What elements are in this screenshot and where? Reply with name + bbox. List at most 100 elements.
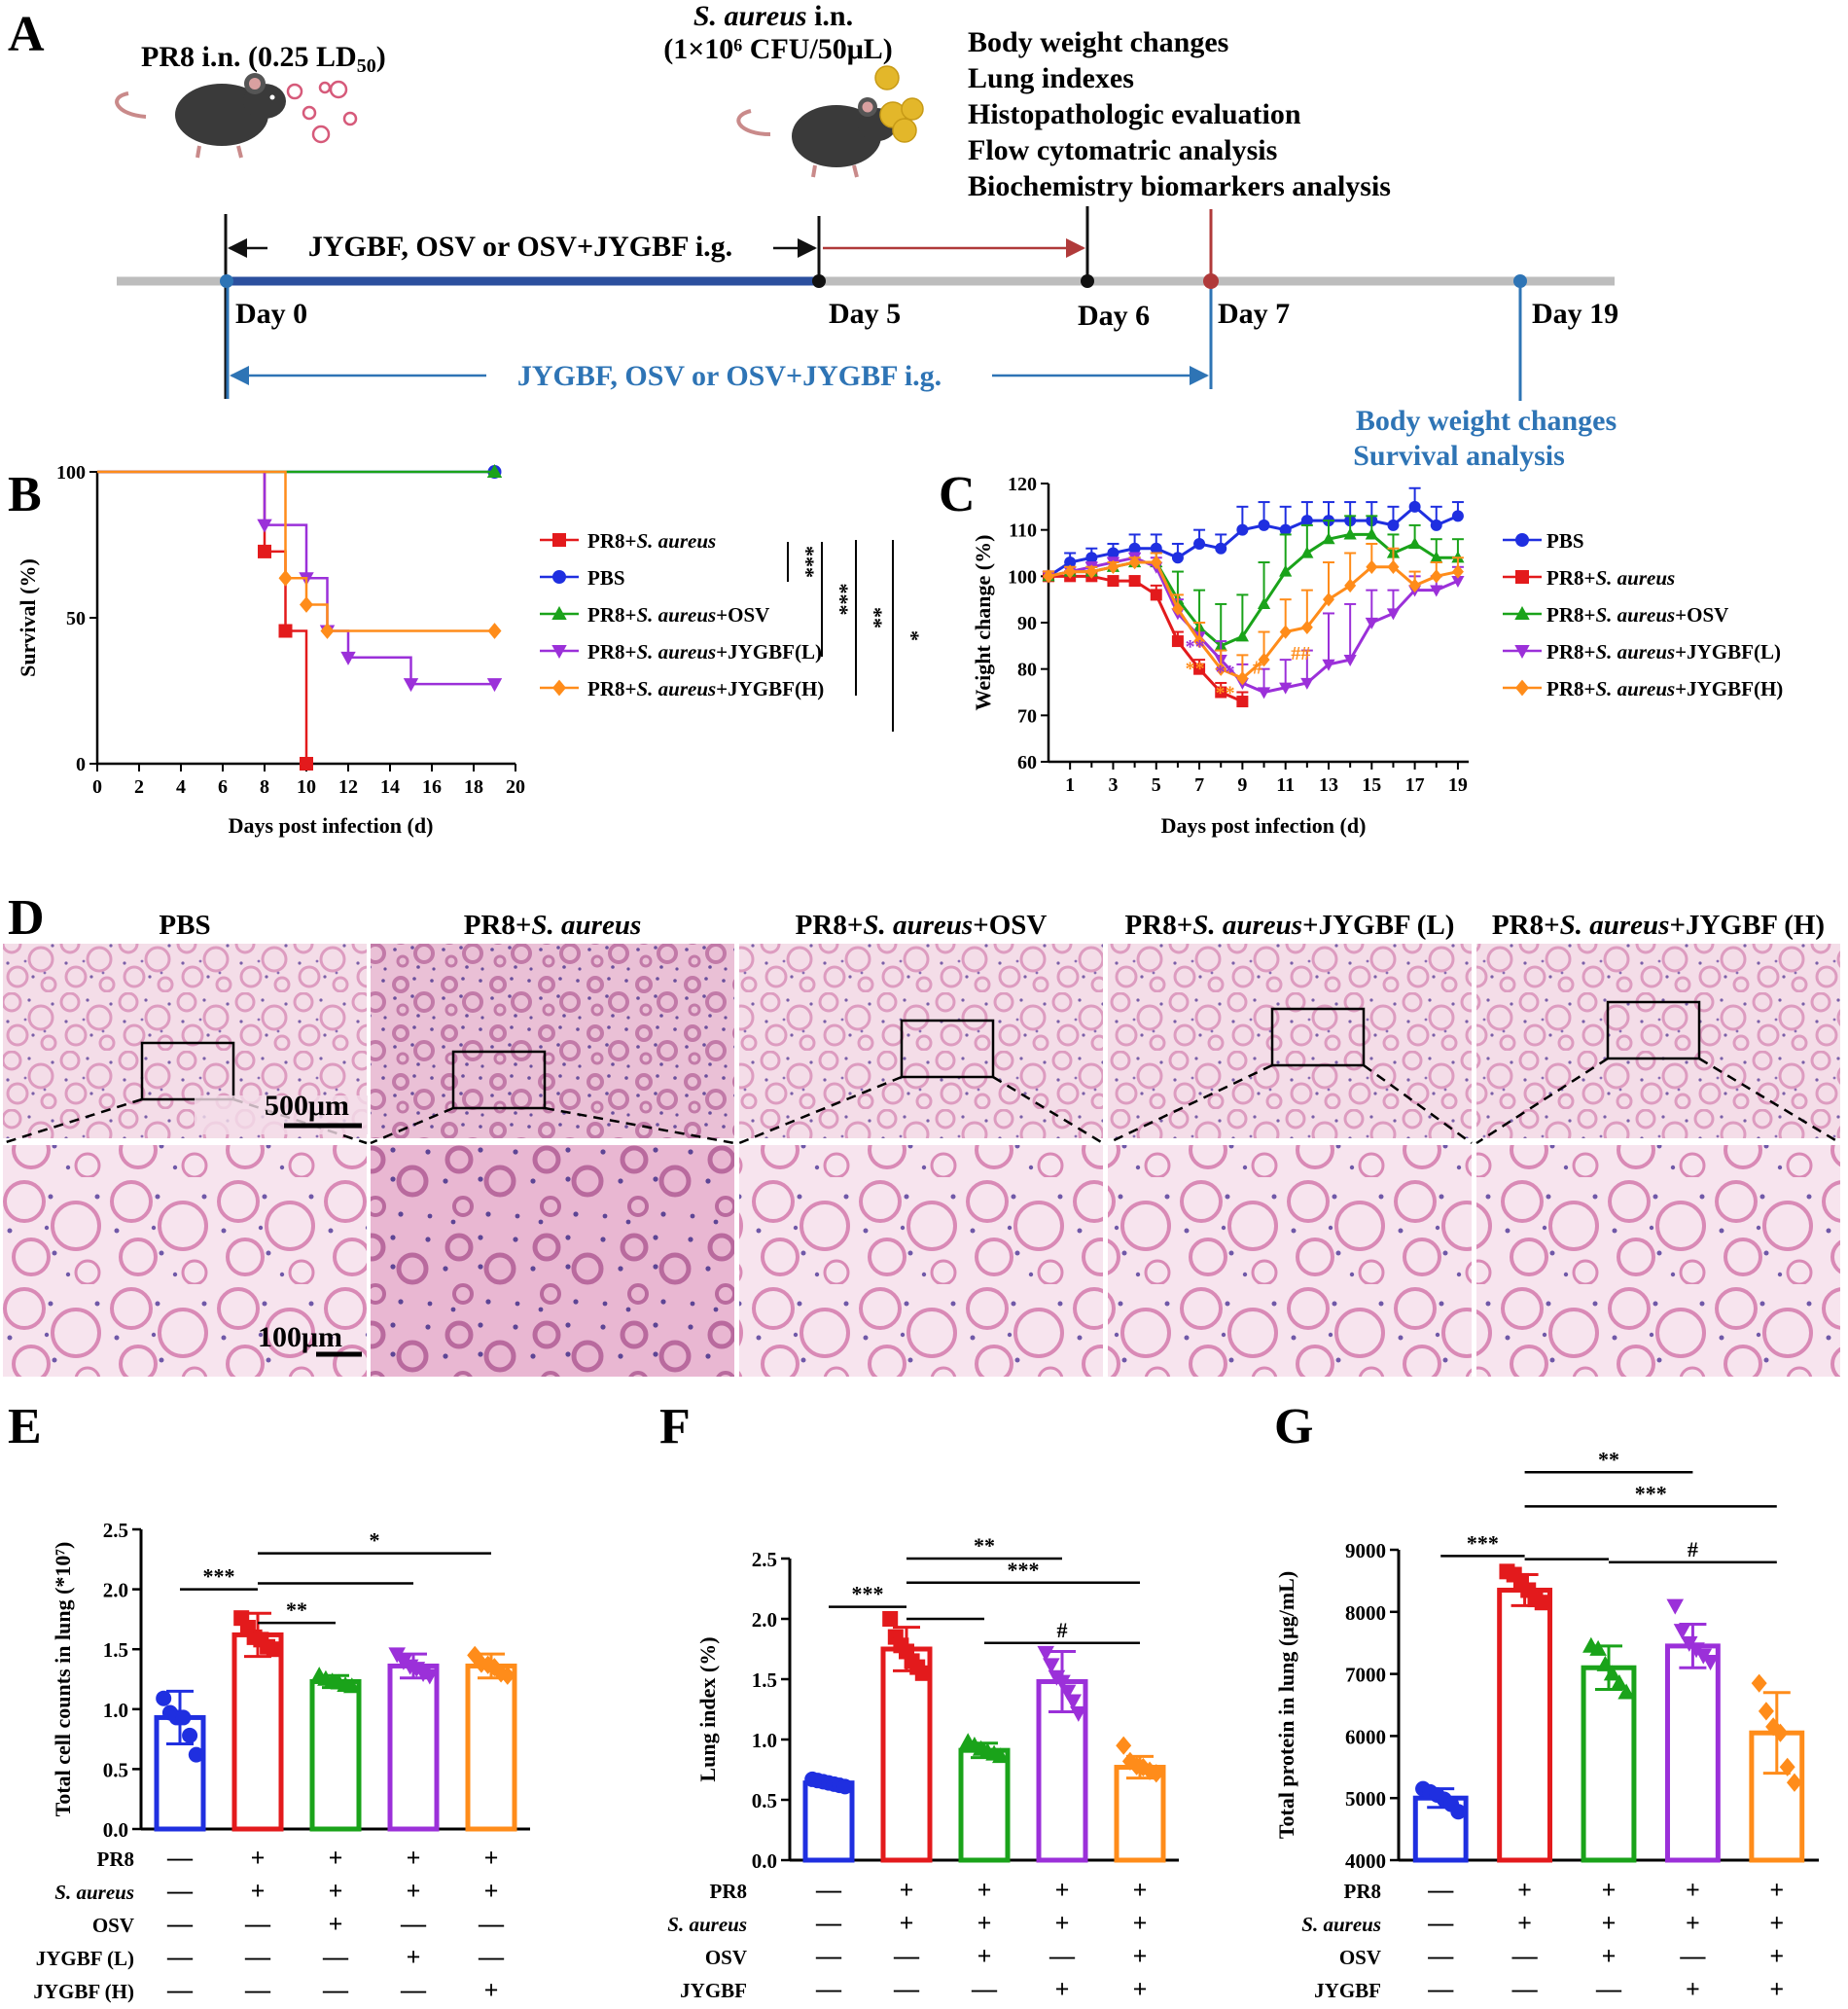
histology-low-mag <box>1476 944 1840 1138</box>
treatment-cell: — <box>244 1910 271 1938</box>
panel-letter-f: F <box>659 1399 691 1454</box>
x-tick-label: 5 <box>1152 774 1161 796</box>
weight-point <box>1344 578 1357 593</box>
data-point <box>1053 1674 1071 1691</box>
significance-label: # <box>1057 1618 1068 1642</box>
weight-point <box>1215 542 1227 555</box>
y-tick-label: 1.5 <box>752 1668 777 1692</box>
endpoint-item: Flow cytomatric analysis <box>968 134 1277 166</box>
weight-point <box>1085 552 1098 564</box>
weight-point <box>1430 519 1442 531</box>
significance-label: ** <box>1598 1447 1619 1471</box>
x-tick-label: 14 <box>380 776 400 798</box>
weight-point <box>1323 592 1334 607</box>
weight-point <box>1171 552 1184 564</box>
weight-point <box>1408 537 1422 550</box>
zoom-guide-line <box>1107 1063 1273 1145</box>
data-point <box>1037 1645 1054 1662</box>
zoom-guide-line <box>2 1097 143 1145</box>
data-point <box>182 1727 198 1743</box>
legend-text-italic: S. aureus <box>1595 603 1675 627</box>
weight-point <box>1150 542 1162 555</box>
y-axis-title: Lung index (%) <box>695 1636 720 1781</box>
treatment-cell: + <box>1686 1975 1700 2003</box>
treatment-cell: — <box>1048 1942 1076 1970</box>
x-tick-label: 0 <box>92 776 102 798</box>
histology-low-mag <box>1108 944 1472 1138</box>
weight-point <box>1215 662 1227 676</box>
y-tick-label: 80 <box>1017 660 1037 681</box>
saureus-title: S. aureus i.n. <box>693 0 853 32</box>
column-title-italic: S. aureus <box>531 910 641 941</box>
y-axis-title: Total protein in lung (μg/mL) <box>1274 1571 1298 1839</box>
data-point <box>1070 1705 1087 1722</box>
panel-letter-e: E <box>8 1399 42 1454</box>
data-point <box>1779 1757 1795 1776</box>
y-tick-label: 0 <box>76 754 86 775</box>
treatment-row-label: JYGBF (L) <box>36 1947 134 1970</box>
column-title: PR8+S. aureus+JYGBF (H) <box>1492 910 1825 941</box>
weight-point <box>1300 620 1313 634</box>
treatment-cell: — <box>1427 1876 1454 1904</box>
treatment-cell: + <box>1769 1876 1784 1904</box>
treatment-cell: + <box>251 1844 266 1872</box>
y-tick-label: 6000 <box>1345 1725 1386 1748</box>
weight-point <box>1257 687 1271 700</box>
significance-label: ** <box>1186 658 1205 679</box>
legend-text-italic: S. aureus <box>636 640 716 664</box>
survival-point <box>320 623 335 639</box>
y-tick-label: 4000 <box>1345 1849 1386 1873</box>
x-tick-label: 11 <box>1276 774 1295 796</box>
y-tick-label: 2.0 <box>752 1608 777 1632</box>
y-tick-label: 1.5 <box>103 1638 128 1662</box>
treatment-cell: + <box>1769 1942 1784 1970</box>
weight-line <box>1048 574 1243 703</box>
legend-text: +JYGBF(L) <box>716 640 822 664</box>
legend-text-italic: S. aureus <box>636 677 716 700</box>
y-axis-title: Total cell counts in lung (*10⁷) <box>51 1542 75 1817</box>
x-axis-title: Days post infection (d) <box>229 813 434 838</box>
y-tick-label: 0.0 <box>752 1849 777 1873</box>
column-title-text: PR8+ <box>1492 910 1560 941</box>
y-tick-label: 110 <box>1009 520 1037 542</box>
treatment-row-label: OSV <box>92 1914 134 1937</box>
treatment-row-label: PR8 <box>97 1848 135 1871</box>
day19-dot <box>1513 274 1527 288</box>
treat-top-label: JYGBF, OSV or OSV+JYGBF i.g. <box>308 231 732 263</box>
y-tick-label: 60 <box>1017 752 1037 773</box>
treatment-row-label: PR8 <box>710 1880 748 1903</box>
day-label: Day 5 <box>829 298 901 330</box>
survival-point <box>486 463 503 478</box>
x-tick-label: 17 <box>1405 774 1425 796</box>
survival-point <box>300 757 313 771</box>
significance-label: *** <box>1008 1558 1040 1582</box>
legend-text: PR8+ <box>587 529 636 553</box>
weight-point <box>1193 633 1206 649</box>
day-label: Day 0 <box>235 298 307 330</box>
bar <box>1664 1643 1721 1863</box>
bar <box>1114 1765 1166 1863</box>
y-tick-label: 0.0 <box>103 1818 128 1842</box>
y-tick-label: 9000 <box>1345 1539 1386 1562</box>
legend-text-italic: S. aureus <box>636 603 716 627</box>
legend-label: PR8+S. aureus <box>1546 566 1675 590</box>
y-axis-title: Survival (%) <box>16 558 40 677</box>
treatment-cell: — <box>1511 1975 1539 2003</box>
day19-endpoint: Survival analysis <box>1353 440 1565 472</box>
significance-label: # <box>1688 1537 1698 1561</box>
data-point <box>1148 1764 1164 1783</box>
weight-point <box>1064 556 1077 569</box>
data-point <box>992 1747 1010 1764</box>
weight-point <box>1215 686 1227 699</box>
legend-swatch <box>552 533 566 547</box>
significance-label: ** <box>863 607 887 628</box>
significance-label: ** <box>974 1533 995 1558</box>
x-tick-label: 4 <box>176 776 186 798</box>
treatment-cell: + <box>407 1877 421 1905</box>
x-tick-label: 19 <box>1448 774 1468 796</box>
data-point <box>1064 1694 1082 1710</box>
data-point <box>343 1677 361 1694</box>
data-point <box>1772 1723 1789 1742</box>
mouse-saureus-icon <box>736 97 897 178</box>
